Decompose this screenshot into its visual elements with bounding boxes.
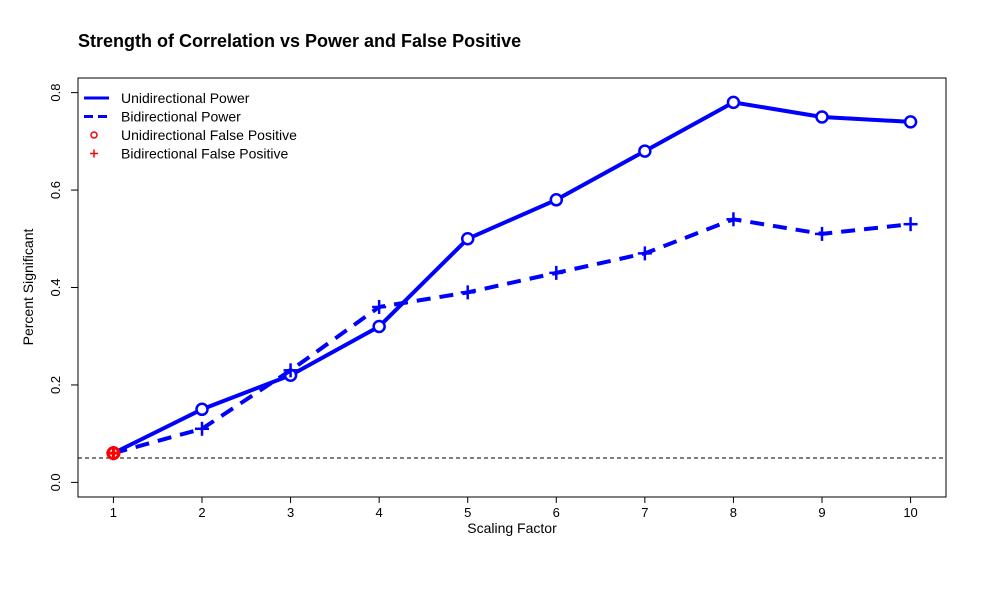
x-tick-label: 2 [198, 505, 205, 520]
series-bidirectional-false-positive [106, 446, 121, 461]
chart-title: Strength of Correlation vs Power and Fal… [78, 31, 521, 51]
y-tick-label: 0.2 [48, 376, 63, 394]
x-axis: 1 2 3 4 5 6 7 8 9 10 [110, 497, 918, 520]
legend: Unidirectional Power Bidirectional Power U… [84, 90, 297, 162]
legend-item-bidirectional-power: Bidirectional Power [84, 109, 241, 125]
point-unidirectional-power [372, 319, 386, 334]
point-bidirectional-power [283, 363, 298, 378]
x-tick-label: 4 [376, 505, 383, 520]
legend-label: Unidirectional Power [121, 90, 250, 106]
point-bidirectional-power [460, 285, 475, 300]
x-tick-label: 7 [641, 505, 648, 520]
legend-label: Bidirectional False Positive [121, 146, 289, 162]
point-unidirectional-power [195, 402, 209, 417]
point-bidirectional-power [195, 421, 209, 436]
point-unidirectional-power [638, 144, 652, 158]
point-unidirectional-power [549, 193, 564, 207]
point-bidirectional-power [372, 299, 387, 314]
legend-item-bidirectional-false-positive: Bidirectional False Positive [90, 146, 289, 162]
x-tick-label: 10 [903, 505, 917, 520]
point-bidirectional-power [815, 226, 829, 241]
point-unidirectional-power [815, 110, 829, 124]
x-tick-label: 3 [287, 505, 294, 520]
legend-label: Bidirectional Power [121, 109, 241, 125]
point-bidirectional-power [637, 246, 652, 261]
x-tick-label: 5 [464, 505, 471, 520]
point-unidirectional-power [726, 95, 741, 110]
series-bidirectional-power [106, 212, 918, 461]
point-bidirectional-power [549, 265, 564, 280]
legend-item-unidirectional-false-positive: Unidirectional False Positive [90, 127, 297, 143]
y-tick-label: 0.8 [48, 84, 63, 102]
y-axis-label: Percent Significant [20, 229, 36, 346]
y-tick-label: 0.4 [48, 278, 63, 296]
x-tick-label: 1 [110, 505, 117, 520]
x-axis-label: Scaling Factor [467, 520, 557, 536]
series-layer [106, 95, 918, 461]
point-bidirectional-power [903, 217, 918, 232]
legend-swatch [90, 131, 98, 139]
x-tick-label: 9 [818, 505, 825, 520]
point-unidirectional-power [903, 115, 918, 129]
legend-swatch [90, 149, 98, 158]
y-tick-label: 0.6 [48, 181, 63, 199]
y-axis: 0.0 0.2 0.4 0.6 0.8 [48, 84, 78, 491]
legend-item-unidirectional-power: Unidirectional Power [84, 90, 250, 106]
point-bidirectional-power [726, 212, 741, 227]
point-unidirectional-power [460, 232, 475, 246]
series-line-unidirectional-power [112, 100, 911, 455]
y-tick-label: 0.0 [48, 473, 63, 491]
point-bidirectional-false-positive [106, 446, 121, 461]
x-tick-label: 6 [553, 505, 560, 520]
legend-label: Unidirectional False Positive [121, 127, 297, 143]
x-tick-label: 8 [730, 505, 737, 520]
series-line-bidirectional-power [112, 217, 911, 456]
